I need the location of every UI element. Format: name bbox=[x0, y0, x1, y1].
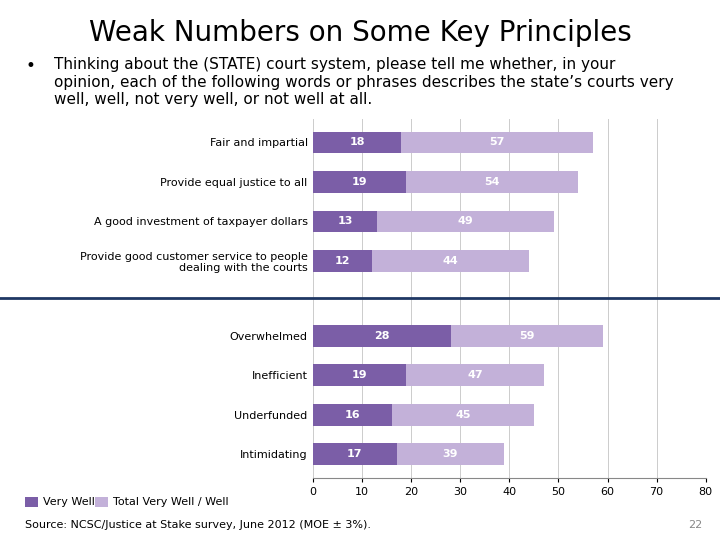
Bar bbox=[313, 211, 377, 232]
Bar bbox=[313, 364, 406, 386]
Text: 12: 12 bbox=[335, 256, 351, 266]
Bar bbox=[313, 250, 529, 272]
Text: Weak Numbers on Some Key Principles: Weak Numbers on Some Key Principles bbox=[89, 19, 631, 47]
Text: 39: 39 bbox=[443, 449, 459, 459]
Text: 13: 13 bbox=[338, 217, 353, 226]
Text: 47: 47 bbox=[467, 370, 483, 380]
Text: opinion, each of the following words or phrases describes the state’s courts ver: opinion, each of the following words or … bbox=[54, 75, 674, 90]
Bar bbox=[313, 404, 392, 426]
Bar bbox=[313, 250, 372, 272]
Text: Thinking about the (STATE) court system, please tell me whether, in your: Thinking about the (STATE) court system,… bbox=[54, 57, 616, 72]
Text: 59: 59 bbox=[519, 331, 534, 341]
Bar bbox=[313, 132, 402, 153]
Text: •: • bbox=[25, 57, 35, 75]
Text: Total Very Well / Well: Total Very Well / Well bbox=[113, 497, 229, 507]
Bar bbox=[313, 404, 534, 426]
Text: 17: 17 bbox=[347, 449, 363, 459]
Text: 45: 45 bbox=[455, 410, 471, 420]
Bar bbox=[313, 443, 505, 465]
Text: 57: 57 bbox=[490, 138, 505, 147]
Text: Source: NCSC/Justice at Stake survey, June 2012 (MOE ± 3%).: Source: NCSC/Justice at Stake survey, Ju… bbox=[25, 520, 372, 530]
Bar bbox=[313, 132, 593, 153]
Bar bbox=[313, 443, 397, 465]
Text: Very Well: Very Well bbox=[43, 497, 95, 507]
Bar bbox=[313, 364, 544, 386]
Bar bbox=[313, 325, 603, 347]
Text: 44: 44 bbox=[443, 256, 459, 266]
Text: 19: 19 bbox=[352, 370, 368, 380]
Bar bbox=[313, 171, 406, 193]
Text: 22: 22 bbox=[688, 520, 702, 530]
Text: 16: 16 bbox=[345, 410, 360, 420]
Text: 18: 18 bbox=[350, 138, 365, 147]
Text: 19: 19 bbox=[352, 177, 368, 187]
Bar bbox=[313, 325, 451, 347]
Text: 49: 49 bbox=[457, 217, 473, 226]
Bar bbox=[313, 211, 554, 232]
Text: 54: 54 bbox=[485, 177, 500, 187]
Bar bbox=[313, 171, 578, 193]
Text: well, well, not very well, or not well at all.: well, well, not very well, or not well a… bbox=[54, 92, 372, 107]
Text: 28: 28 bbox=[374, 331, 390, 341]
